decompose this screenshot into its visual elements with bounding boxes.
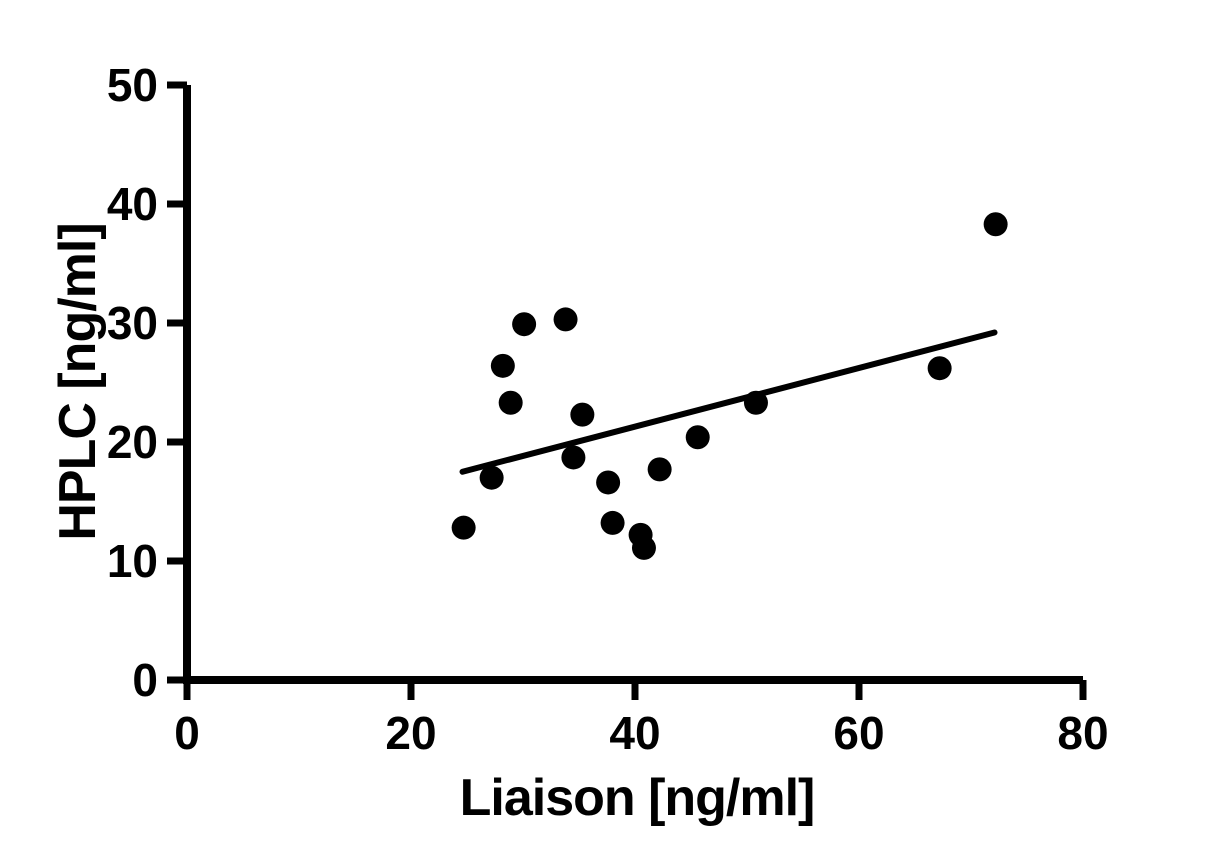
x-tick-label: 60 [833,707,884,759]
data-point [490,353,515,378]
x-tick-label: 80 [1057,707,1108,759]
y-tick-label: 10 [107,535,158,587]
y-tick-label: 0 [132,654,158,706]
plot-area: 0 20 40 60 80 0 10 20 30 40 50 [107,59,1109,759]
data-point [451,515,476,540]
data-point [498,390,523,415]
data-point [570,402,595,427]
regression-line [459,329,998,475]
y-tick-label: 40 [107,178,158,230]
data-point [600,510,625,535]
y-tick-label: 30 [107,297,158,349]
data-point [512,312,537,337]
data-point [983,212,1008,237]
y-axis-title: HPLC [ng/ml] [49,223,107,540]
x-axis-title: Liaison [ng/ml] [460,769,815,827]
x-tick-label: 20 [385,707,436,759]
data-point [647,457,672,482]
x-tick-label: 0 [174,707,200,759]
x-tick-label: 40 [609,707,660,759]
data-point [553,307,578,332]
data-point [743,390,768,415]
axis-spine [183,85,1083,684]
data-point [596,470,621,495]
data-point [927,356,952,381]
y-tick-label: 20 [107,416,158,468]
data-point [479,465,504,490]
data-point [561,445,586,470]
y-tick-label: 50 [107,59,158,111]
data-point [631,535,656,560]
data-point [685,425,710,450]
